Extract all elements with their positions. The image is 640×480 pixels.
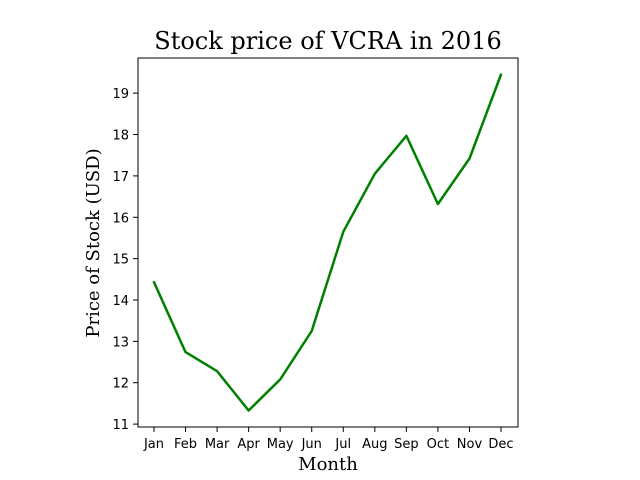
plot-area	[137, 57, 519, 428]
y-axis-label: Price of Stock (USD)	[83, 148, 104, 337]
x-tick-label: Mar	[205, 437, 230, 452]
x-axis-label: Month	[298, 454, 358, 475]
y-tick-label: 16	[112, 211, 129, 226]
y-tick-label: 17	[112, 170, 129, 185]
x-tick-label: Feb	[174, 437, 197, 452]
x-tick-label: Jul	[334, 437, 351, 452]
y-tick-label: 12	[112, 377, 129, 392]
x-tick-label: Jan	[143, 437, 164, 452]
x-tick-label: Dec	[488, 437, 513, 452]
series-line	[152, 73, 503, 412]
x-axis: Jan Feb Mar Apr May Jun Jul Aug Sep Oct Nov Dec	[143, 427, 514, 452]
y-axis: 11 12 13 14 15 16 17 18 19	[112, 87, 138, 433]
x-tick-label: May	[267, 437, 294, 452]
y-tick-label: 13	[112, 335, 129, 350]
x-tick-label: Jun	[301, 437, 322, 452]
x-tick-label: Nov	[457, 437, 483, 452]
x-tick-label: Oct	[427, 437, 449, 452]
chart-title: Stock price of VCRA in 2016	[154, 27, 501, 55]
y-tick-label: 15	[112, 253, 129, 268]
x-tick-label: Aug	[362, 437, 387, 452]
y-tick-label: 11	[112, 418, 129, 433]
y-tick-label: 14	[112, 294, 129, 309]
x-tick-label: Apr	[237, 437, 260, 452]
y-tick-label: 19	[112, 87, 129, 102]
y-tick-label: 18	[112, 129, 129, 144]
x-tick-label: Sep	[394, 437, 419, 452]
